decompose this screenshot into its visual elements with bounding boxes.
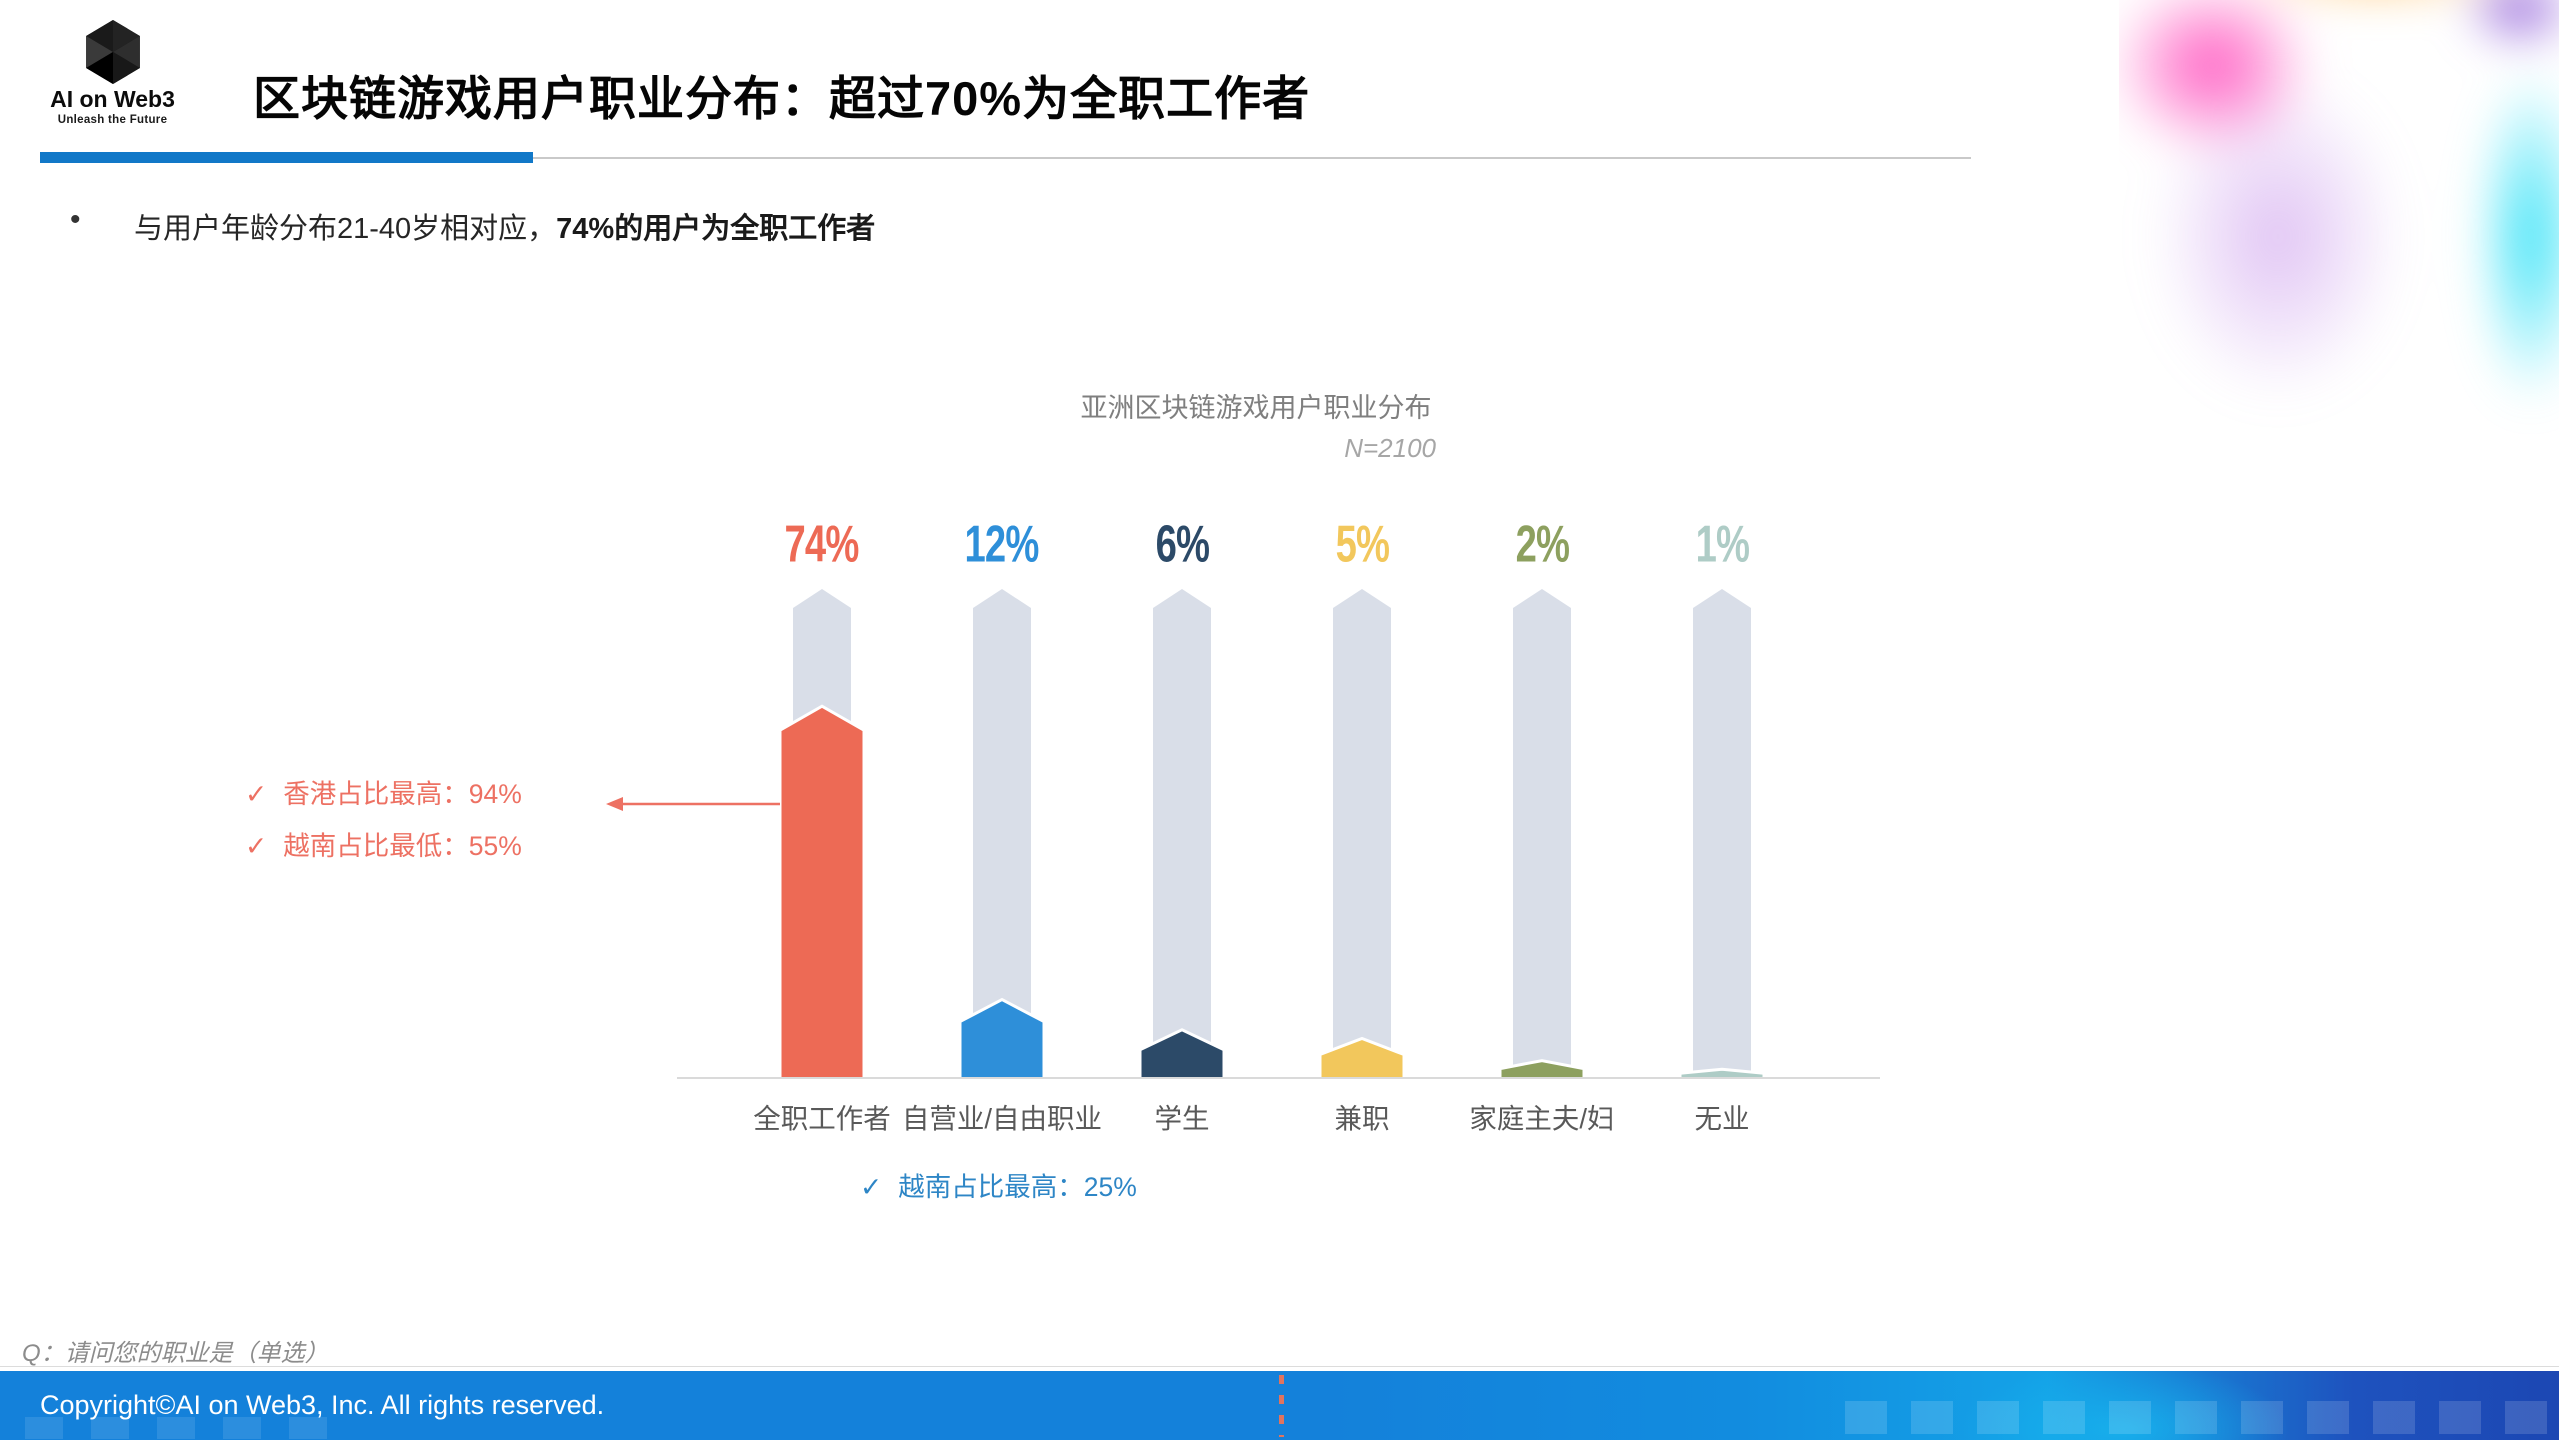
bar-column [1140, 589, 1224, 1078]
bar [1680, 1067, 1764, 1078]
bar-category-label: 全职工作者 [753, 1103, 891, 1134]
bar-track [1333, 589, 1391, 1078]
logo-tagline: Unleash the Future [57, 114, 168, 126]
bar-column [1320, 589, 1404, 1078]
logo-cube-icon [85, 20, 140, 84]
chart-title: 亚洲区块链游戏用户职业分布 [1080, 393, 1432, 423]
chart-baseline [677, 1077, 1880, 1079]
bar-category-label: 家庭主夫/妇 [1469, 1103, 1615, 1134]
bar-track [1513, 589, 1571, 1078]
footer-dashed-line [1279, 1375, 1284, 1437]
bar-column [1500, 589, 1584, 1078]
title-underline-rule [533, 157, 1971, 159]
bullet-text: 与用户年龄分布21-40岁相对应，74%的用户为全职工作者 [134, 205, 875, 247]
title-underline-accent [40, 152, 533, 163]
bar-track [1153, 589, 1211, 1078]
callout-selfemployed: ✓ 越南占比最高：25% [860, 1165, 1137, 1204]
bar [960, 997, 1044, 1078]
arrow-left-icon [606, 797, 780, 811]
bar-value-label: 2% [1515, 515, 1569, 574]
footer-squares-decoration [25, 1417, 355, 1439]
bar [1140, 1028, 1224, 1078]
logo: AI on Web3 Unleash the Future [40, 20, 185, 126]
check-icon: ✓ [860, 1172, 883, 1202]
bar-category-label: 学生 [1154, 1103, 1210, 1134]
callout-text: 越南占比最高：25% [898, 1172, 1137, 1202]
bar [1320, 1036, 1404, 1078]
bar-category-label: 兼职 [1334, 1103, 1390, 1134]
chart-sample-size: N=2100 [1344, 433, 1436, 463]
page-title: 区块链游戏用户职业分布：超过70%为全职工作者 [253, 72, 1311, 125]
footer-squares-decoration [1845, 1401, 2559, 1434]
bar-value-label: 1% [1695, 515, 1749, 574]
callout-line: ✓ 香港占比最高：94% [245, 768, 522, 820]
bullet-dot: • [70, 203, 81, 236]
bar-value-label: 74% [784, 515, 860, 574]
question-footnote: Q：请问您的职业是（单选） [22, 1340, 329, 1367]
bar-column [780, 589, 864, 1078]
logo-brand-text: AI on Web3 [50, 86, 175, 112]
callout-text: 越南占比最低：55% [283, 831, 522, 861]
bar-value-label: 6% [1155, 515, 1209, 574]
bullet-text-bold: 74%的用户为全职工作者 [556, 213, 876, 245]
bar-track [1693, 589, 1751, 1078]
gradient-blob [2119, 0, 2559, 470]
callout-text: 香港占比最高：94% [283, 779, 522, 809]
bar-value-label: 12% [964, 515, 1040, 574]
bar [780, 704, 864, 1078]
check-icon: ✓ [245, 831, 268, 861]
bar-column [960, 589, 1044, 1078]
footer-divider [0, 1366, 2559, 1367]
bar [1500, 1059, 1584, 1078]
bar-value-label: 5% [1335, 515, 1389, 574]
bar-category-label: 自营业/自由职业 [901, 1103, 1103, 1134]
callout-line: ✓ 越南占比最低：55% [245, 820, 522, 872]
bar-track [973, 589, 1031, 1078]
bar-column [1680, 589, 1764, 1078]
callout-fulltime: ✓ 香港占比最高：94% ✓ 越南占比最低：55% [245, 768, 522, 872]
bar-category-label: 无业 [1694, 1103, 1750, 1134]
check-icon: ✓ [245, 779, 268, 809]
corner-gradient-decoration [2119, 0, 2559, 470]
copyright-text: Copyright©AI on Web3, Inc. All rights re… [40, 1390, 605, 1420]
bullet-text-normal: 与用户年龄分布21-40岁相对应， [134, 213, 557, 245]
